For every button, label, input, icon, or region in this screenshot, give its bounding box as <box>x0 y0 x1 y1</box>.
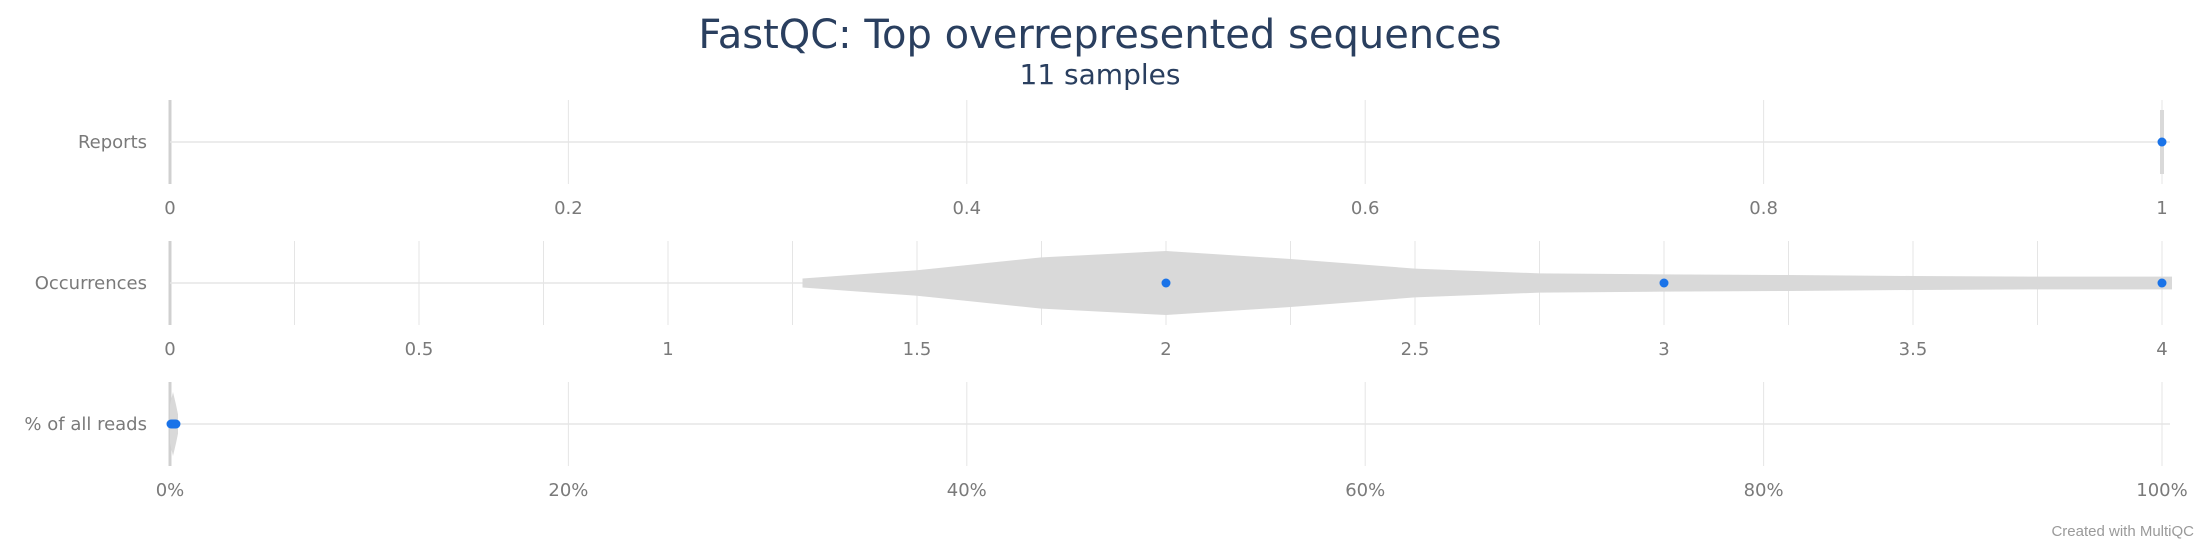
data-point <box>2157 278 2167 288</box>
tick-label: 3.5 <box>1899 339 1928 360</box>
tick-label: 4 <box>2156 339 2167 360</box>
tick-label: 1.5 <box>903 339 932 360</box>
tick-label: 2.5 <box>1401 339 1430 360</box>
tick-label: 1 <box>662 339 673 360</box>
row-label: Reports <box>78 132 147 153</box>
tick-label: 0 <box>164 339 175 360</box>
tick-label: 0.8 <box>1749 198 1778 219</box>
tick-label: 40% <box>947 480 987 501</box>
tick-label: 0.5 <box>405 339 434 360</box>
data-point <box>2157 137 2167 147</box>
row-label: Occurrences <box>35 273 147 294</box>
data-point <box>1161 278 1171 288</box>
violin-1 <box>802 251 2172 315</box>
tick-label: 60% <box>1345 480 1385 501</box>
chart-subtitle: 11 samples <box>1019 58 1181 91</box>
tick-label: 80% <box>1744 480 1784 501</box>
data-point <box>171 419 181 429</box>
tick-label: 0 <box>164 198 175 219</box>
chart-title: FastQC: Top overrepresented sequences <box>698 12 1502 58</box>
tick-label: 2 <box>1160 339 1171 360</box>
tick-label: 1 <box>2156 198 2167 219</box>
tick-label: 3 <box>1658 339 1669 360</box>
tick-label: 0.6 <box>1351 198 1380 219</box>
tick-label: 20% <box>548 480 588 501</box>
tick-label: 0.2 <box>554 198 583 219</box>
tick-label: 0.4 <box>952 198 981 219</box>
data-point <box>1659 278 1669 288</box>
tick-label: 100% <box>2136 480 2187 501</box>
multiqc-credit: Created with MultiQC <box>2051 523 2194 540</box>
row-label: % of all reads <box>24 414 147 435</box>
tick-label: 0% <box>156 480 185 501</box>
